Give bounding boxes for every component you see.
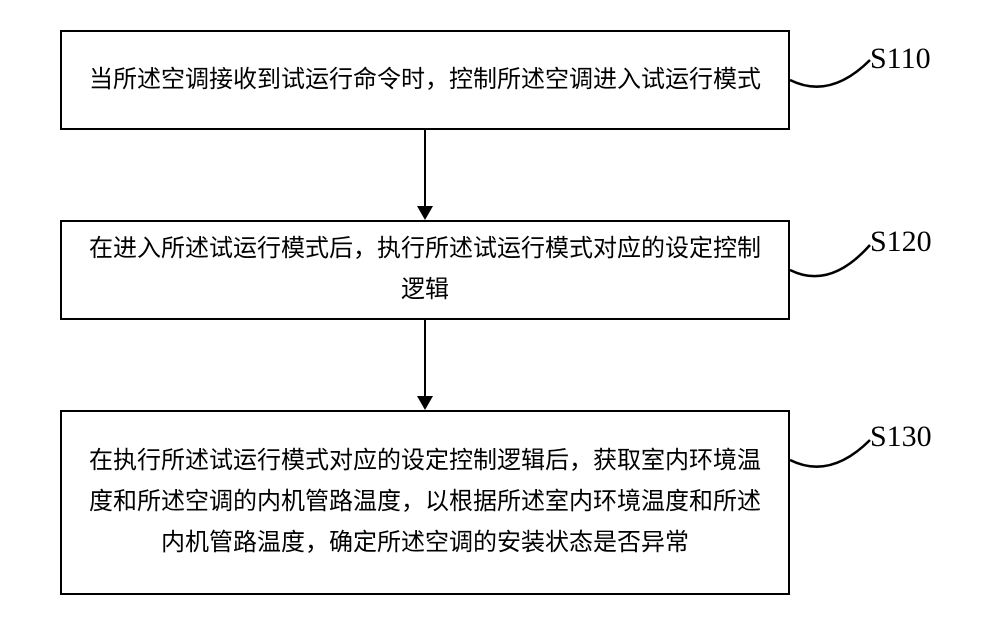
step-label-s120: S120 [870,225,932,259]
step-label-s130: S130 [870,420,932,454]
node-text: 在进入所述试运行模式后，执行所述试运行模式对应的设定控制逻辑 [82,229,768,311]
arrow-line [424,320,426,396]
node-text: 当所述空调接收到试运行命令时，控制所述空调进入试运行模式 [89,60,761,101]
arrow-head [417,206,433,220]
flow-node-s130: 在执行所述试运行模式对应的设定控制逻辑后，获取室内环境温度和所述空调的内机管路温… [60,410,790,595]
node-text: 在执行所述试运行模式对应的设定控制逻辑后，获取室内环境温度和所述空调的内机管路温… [82,441,768,563]
step-label-s110: S110 [870,42,931,76]
arrow-head [417,396,433,410]
flow-node-s120: 在进入所述试运行模式后，执行所述试运行模式对应的设定控制逻辑 [60,220,790,320]
arrow-line [424,130,426,206]
flowchart-canvas: 当所述空调接收到试运行命令时，控制所述空调进入试运行模式 S110 在进入所述试… [0,0,1000,630]
flow-node-s110: 当所述空调接收到试运行命令时，控制所述空调进入试运行模式 [60,30,790,130]
